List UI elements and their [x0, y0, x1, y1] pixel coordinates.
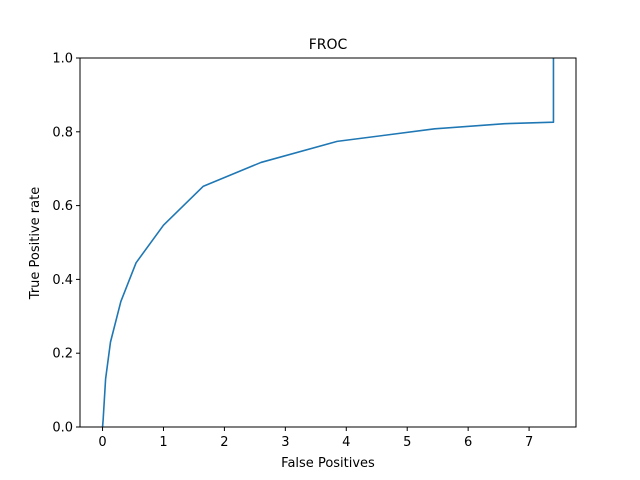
x-tick-label: 2 [220, 435, 228, 450]
series-line-0 [101, 58, 555, 428]
y-tick-label: 0.4 [52, 273, 73, 288]
x-tick-label: 1 [159, 435, 167, 450]
chart-title: FROC [309, 37, 348, 53]
x-tick-label: 4 [342, 435, 350, 450]
x-axis-label: False Positives [281, 456, 375, 471]
x-tick-label: 7 [525, 435, 533, 450]
x-tick-label: 3 [281, 435, 289, 450]
y-axis-ticks: 0.0 0.2 0.4 0.6 0.8 1.0 [52, 52, 80, 436]
plot-frame [79, 57, 577, 428]
y-tick-label: 0.6 [52, 199, 73, 214]
plot-area [101, 58, 555, 428]
x-tick-label: 5 [403, 435, 411, 450]
y-tick-label: 0.2 [52, 347, 73, 362]
x-tick-label: 0 [98, 435, 106, 450]
y-tick-label: 1.0 [52, 52, 73, 67]
x-axis-ticks: 0 1 2 3 4 5 6 7 [98, 427, 533, 450]
y-tick-label: 0.0 [52, 421, 73, 436]
x-tick-label: 6 [464, 435, 472, 450]
y-tick-label: 0.8 [52, 125, 73, 140]
y-axis-label: True Positive rate [28, 187, 43, 300]
